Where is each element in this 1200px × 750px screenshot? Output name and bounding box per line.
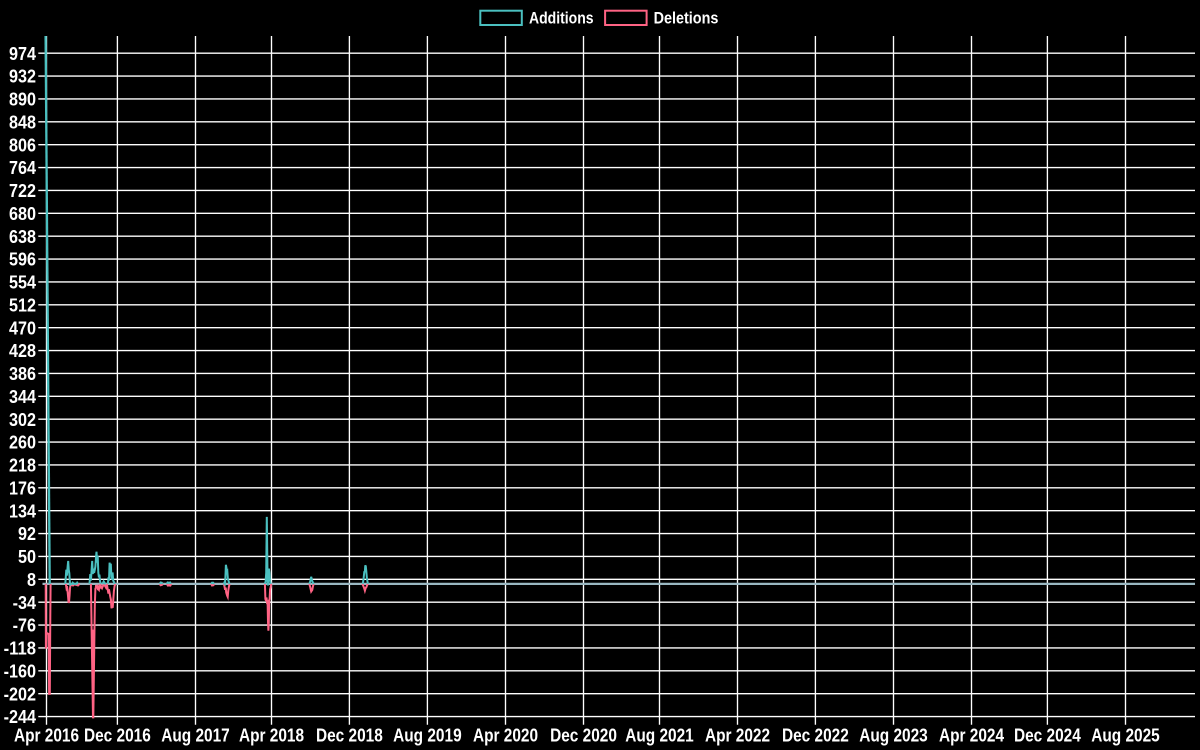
svg-text:680: 680 — [9, 204, 36, 224]
svg-text:-34: -34 — [13, 593, 36, 613]
svg-text:260: 260 — [9, 433, 36, 453]
svg-text:Deletions: Deletions — [654, 9, 719, 28]
svg-text:50: 50 — [18, 547, 36, 567]
svg-text:554: 554 — [9, 273, 36, 293]
svg-text:Dec 2018: Dec 2018 — [316, 726, 383, 746]
svg-text:470: 470 — [9, 318, 36, 338]
svg-text:Aug 2019: Aug 2019 — [393, 726, 462, 746]
svg-text:-118: -118 — [4, 639, 36, 659]
svg-text:Apr 2024: Apr 2024 — [939, 726, 1004, 746]
svg-text:Apr 2022: Apr 2022 — [705, 726, 770, 746]
svg-text:806: 806 — [9, 135, 36, 155]
svg-text:Dec 2024: Dec 2024 — [1014, 726, 1081, 746]
svg-text:Aug 2023: Aug 2023 — [859, 726, 928, 746]
svg-text:8: 8 — [27, 570, 36, 590]
svg-text:-160: -160 — [4, 662, 36, 682]
svg-text:722: 722 — [9, 181, 36, 201]
svg-text:848: 848 — [9, 112, 36, 132]
svg-text:428: 428 — [9, 341, 36, 361]
svg-text:764: 764 — [9, 158, 36, 178]
svg-text:Aug 2021: Aug 2021 — [625, 726, 694, 746]
svg-text:Dec 2020: Dec 2020 — [550, 726, 617, 746]
svg-text:-202: -202 — [4, 684, 36, 704]
svg-text:Aug 2025: Aug 2025 — [1091, 726, 1160, 746]
svg-text:134: 134 — [9, 501, 36, 521]
svg-text:Dec 2016: Dec 2016 — [84, 726, 151, 746]
svg-text:638: 638 — [9, 227, 36, 247]
svg-text:Apr 2018: Apr 2018 — [239, 726, 304, 746]
svg-text:302: 302 — [9, 410, 36, 430]
svg-text:932: 932 — [9, 67, 36, 87]
svg-text:Apr 2020: Apr 2020 — [473, 726, 538, 746]
svg-text:344: 344 — [9, 387, 36, 407]
svg-text:890: 890 — [9, 90, 36, 110]
svg-text:218: 218 — [9, 456, 36, 476]
svg-text:974: 974 — [9, 44, 36, 64]
svg-text:176: 176 — [9, 478, 36, 498]
svg-text:Additions: Additions — [529, 9, 594, 28]
svg-text:-244: -244 — [4, 707, 36, 727]
svg-text:-76: -76 — [13, 616, 36, 636]
svg-text:386: 386 — [9, 364, 36, 384]
svg-text:Aug 2017: Aug 2017 — [161, 726, 230, 746]
svg-text:Apr 2016: Apr 2016 — [14, 726, 79, 746]
svg-text:512: 512 — [9, 295, 36, 315]
svg-text:596: 596 — [9, 250, 36, 270]
svg-text:Dec 2022: Dec 2022 — [782, 726, 849, 746]
svg-text:92: 92 — [18, 524, 36, 544]
